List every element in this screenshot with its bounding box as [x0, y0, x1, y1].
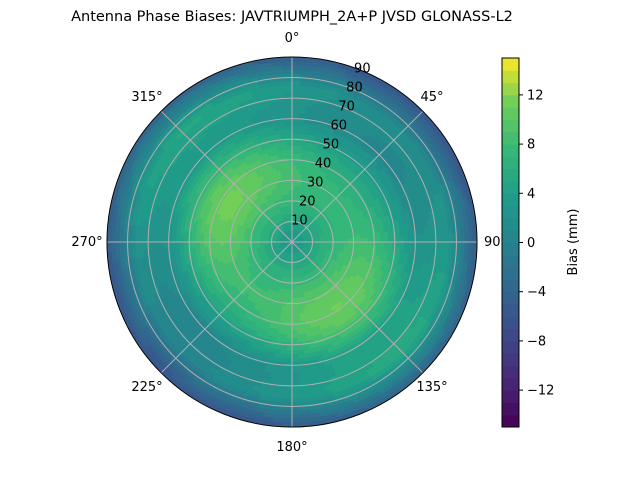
radial-tick-labels: 10 20 30 40 50 60 70 80 90: [291, 61, 370, 228]
polar-frame: [106, 56, 478, 428]
colorbar-tick-label: 4: [527, 187, 535, 202]
colorbar-tick-label: −12: [527, 384, 554, 399]
radial-tick-label: 90: [354, 61, 371, 76]
contour-field: [107, 57, 477, 427]
radial-tick-label: 20: [299, 194, 316, 209]
colorbar-tick-label: −4: [527, 285, 546, 300]
angular-gridline: [291, 241, 424, 374]
colorbar-tick-label: 8: [527, 138, 535, 153]
radial-tick-label: 30: [307, 175, 324, 190]
angular-gridline: [160, 110, 293, 243]
angular-gridline: [160, 241, 293, 374]
radial-tick-label: 80: [346, 80, 363, 95]
colorbar-label: Bias (mm): [566, 209, 581, 276]
angular-tick-label: 45°: [420, 90, 443, 105]
radial-tick-label: 50: [323, 137, 340, 152]
chart-title: Antenna Phase Biases: JAVTRIUMPH_2A+P JV…: [71, 9, 513, 25]
angular-tick-labels: 0° 45° 90 135° 180° 225° 270° 315°: [71, 31, 500, 455]
polar-grid: [106, 56, 478, 428]
radial-tick-label: 10: [291, 213, 308, 228]
radial-tick-label: 60: [330, 118, 347, 133]
radial-tick-label: 40: [315, 156, 332, 171]
colorbar-tick-label: −8: [527, 334, 546, 349]
radial-tick-label: 70: [338, 99, 355, 114]
colorbar: 12 8 4 0 −4 −8 −12 Bias (mm): [501, 57, 581, 428]
angular-tick-label: 135°: [416, 380, 447, 395]
colorbar-tick-label: 12: [527, 88, 544, 103]
angular-gridline: [291, 110, 424, 243]
angular-tick-label: 0°: [285, 31, 300, 46]
colorbar-tick-label: 0: [527, 236, 535, 251]
angular-tick-label: 270°: [71, 235, 102, 250]
angular-tick-label: 225°: [131, 380, 162, 395]
angular-tick-label: 180°: [276, 440, 307, 455]
angular-tick-label: 315°: [131, 90, 162, 105]
angular-tick-label: 90: [484, 235, 501, 250]
